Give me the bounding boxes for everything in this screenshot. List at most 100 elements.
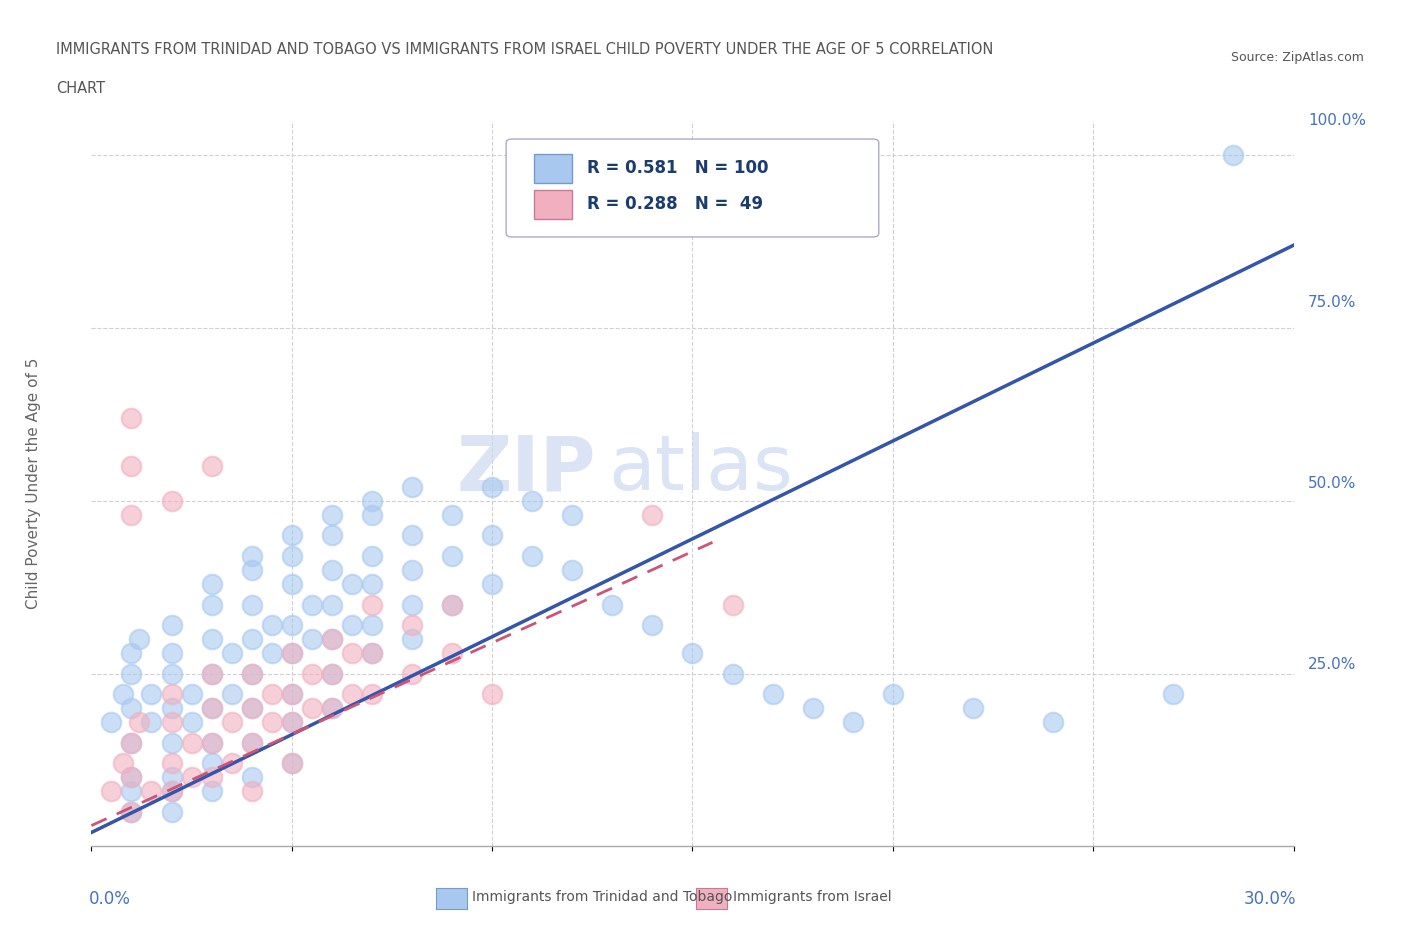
Text: R = 0.581   N = 100: R = 0.581 N = 100: [586, 159, 768, 177]
Point: [321, 563, 343, 578]
FancyBboxPatch shape: [534, 190, 572, 219]
Point: [360, 507, 382, 522]
Point: [301, 666, 323, 681]
Point: [561, 507, 583, 522]
Point: [721, 666, 744, 681]
Point: [201, 666, 224, 681]
Point: [240, 736, 263, 751]
Point: [260, 618, 283, 632]
Point: [340, 577, 363, 591]
Text: Immigrants from Trinidad and Tobago: Immigrants from Trinidad and Tobago: [472, 890, 733, 905]
Point: [301, 597, 323, 612]
Point: [112, 756, 135, 771]
Point: [201, 597, 224, 612]
Point: [160, 804, 183, 819]
Point: [401, 631, 423, 646]
Point: [321, 666, 343, 681]
Point: [281, 645, 304, 660]
Text: 0.0%: 0.0%: [89, 890, 131, 908]
Point: [360, 687, 382, 702]
Point: [121, 770, 143, 785]
Point: [240, 597, 263, 612]
Point: [281, 687, 304, 702]
Point: [121, 410, 143, 425]
Point: [602, 597, 624, 612]
Point: [321, 666, 343, 681]
Text: ZIP: ZIP: [457, 432, 596, 506]
Point: [221, 645, 243, 660]
Point: [160, 494, 183, 509]
Point: [160, 700, 183, 715]
Point: [160, 784, 183, 799]
Point: [160, 756, 183, 771]
Text: CHART: CHART: [56, 81, 105, 96]
Point: [1222, 148, 1244, 163]
Point: [481, 687, 503, 702]
Point: [281, 577, 304, 591]
Point: [201, 736, 224, 751]
Point: [201, 577, 224, 591]
Point: [281, 714, 304, 729]
Point: [240, 549, 263, 564]
Text: 75.0%: 75.0%: [1308, 295, 1357, 310]
Point: [440, 507, 463, 522]
Point: [401, 563, 423, 578]
Point: [360, 577, 382, 591]
Point: [112, 687, 135, 702]
Point: [321, 700, 343, 715]
Point: [260, 645, 283, 660]
Point: [401, 618, 423, 632]
Point: [141, 714, 163, 729]
Point: [121, 770, 143, 785]
Point: [201, 631, 224, 646]
Point: [281, 687, 304, 702]
Point: [522, 494, 544, 509]
Text: Child Poverty Under the Age of 5: Child Poverty Under the Age of 5: [27, 358, 41, 609]
Point: [360, 645, 382, 660]
Point: [301, 631, 323, 646]
Point: [440, 597, 463, 612]
Point: [401, 528, 423, 543]
Point: [340, 687, 363, 702]
Point: [201, 666, 224, 681]
Point: [201, 700, 224, 715]
Point: [201, 784, 224, 799]
Point: [160, 770, 183, 785]
Point: [128, 714, 150, 729]
Point: [301, 700, 323, 715]
Point: [721, 597, 744, 612]
Point: [121, 645, 143, 660]
Point: [180, 736, 202, 751]
Text: 100.0%: 100.0%: [1308, 113, 1367, 128]
Point: [240, 770, 263, 785]
Point: [128, 631, 150, 646]
Point: [240, 631, 263, 646]
Point: [360, 645, 382, 660]
Point: [481, 480, 503, 495]
Point: [440, 645, 463, 660]
Point: [401, 597, 423, 612]
Point: [160, 784, 183, 799]
Point: [321, 631, 343, 646]
Point: [401, 480, 423, 495]
Point: [201, 736, 224, 751]
Point: [201, 756, 224, 771]
Point: [561, 563, 583, 578]
Point: [281, 756, 304, 771]
Point: [180, 687, 202, 702]
Point: [121, 458, 143, 473]
FancyBboxPatch shape: [506, 139, 879, 237]
Text: R = 0.288   N =  49: R = 0.288 N = 49: [586, 195, 763, 213]
Point: [321, 631, 343, 646]
Text: IMMIGRANTS FROM TRINIDAD AND TOBAGO VS IMMIGRANTS FROM ISRAEL CHILD POVERTY UNDE: IMMIGRANTS FROM TRINIDAD AND TOBAGO VS I…: [56, 42, 994, 57]
Point: [1163, 687, 1185, 702]
Point: [522, 549, 544, 564]
Point: [440, 549, 463, 564]
Point: [160, 714, 183, 729]
Point: [321, 597, 343, 612]
Point: [281, 714, 304, 729]
Point: [121, 507, 143, 522]
FancyBboxPatch shape: [534, 153, 572, 182]
Point: [121, 804, 143, 819]
Point: [141, 687, 163, 702]
